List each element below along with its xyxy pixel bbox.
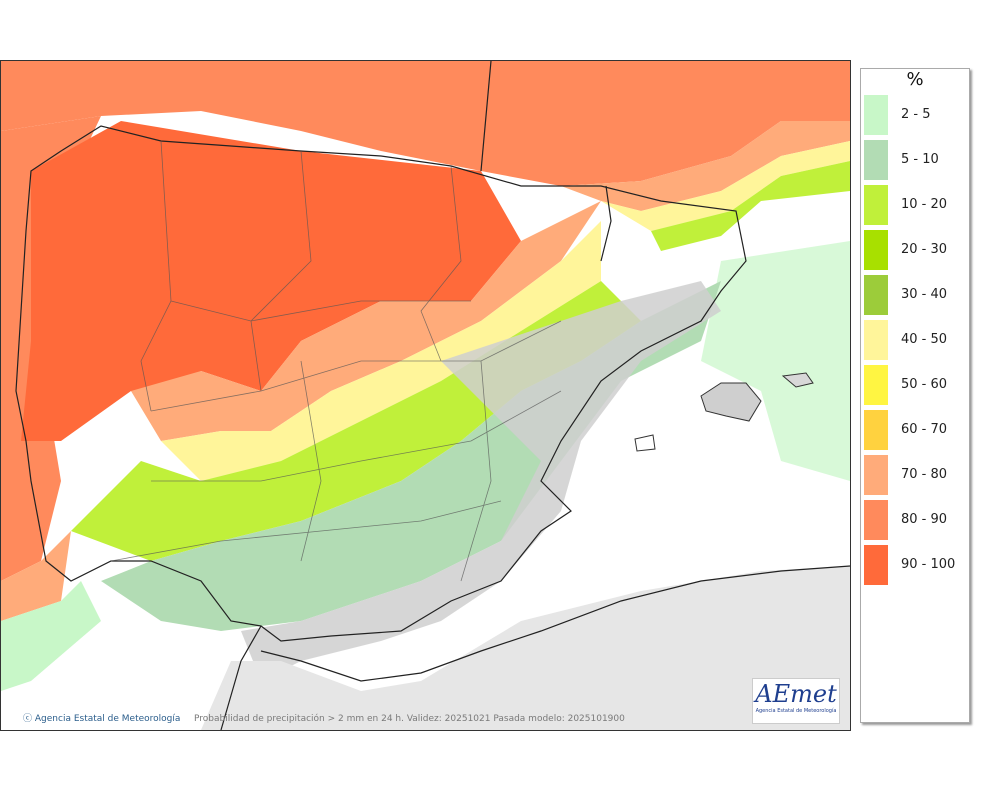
menorca-shape <box>781 372 814 388</box>
legend-item: 50 - 60 <box>864 365 968 405</box>
legend-swatch <box>864 275 888 315</box>
legend: % 2 - 5 5 - 10 10 - 20 20 - 30 30 - 40 40 - 5… <box>860 68 970 723</box>
legend-unit: % <box>906 69 924 90</box>
precipitation-map: ⓒ Agencia Estatal de Meteorología Probab… <box>0 60 851 731</box>
legend-swatch <box>864 500 888 540</box>
legend-item: 90 - 100 <box>864 545 968 585</box>
legend-label: 70 - 80 <box>901 467 948 482</box>
legend-item: 30 - 40 <box>864 275 968 315</box>
legend-label: 60 - 70 <box>901 422 948 437</box>
legend-swatch <box>864 365 888 405</box>
legend-swatch <box>864 230 888 270</box>
legend-item: 20 - 30 <box>864 230 968 270</box>
legend-swatch <box>864 185 888 225</box>
legend-swatch <box>864 410 888 450</box>
agency-credit-text: Agencia Estatal de Meteorología <box>34 714 181 724</box>
legend-swatch <box>864 545 888 585</box>
legend-item: 80 - 90 <box>864 500 968 540</box>
france-region <box>1 61 850 186</box>
region-borders <box>110 140 562 582</box>
legend-label: 40 - 50 <box>901 332 948 347</box>
legend-item: 40 - 50 <box>864 320 968 360</box>
map-canvas <box>1 61 850 730</box>
legend-label: 90 - 100 <box>901 557 956 572</box>
legend-label: 5 - 10 <box>901 152 939 167</box>
agency-credit: ⓒ Agencia Estatal de Meteorología <box>23 711 180 724</box>
legend-label: 30 - 40 <box>901 287 948 302</box>
coastline <box>15 61 850 730</box>
legend-swatch <box>864 95 888 135</box>
aemet-logo: AEmet Agencia Estatal de Meteorología <box>752 678 840 724</box>
legend-label: 50 - 60 <box>901 377 948 392</box>
legend-item: 2 - 5 <box>864 95 968 135</box>
legend-label: 80 - 90 <box>901 512 948 527</box>
legend-item: 5 - 10 <box>864 140 968 180</box>
logo-subtitle: Agencia Estatal de Meteorología <box>755 708 837 714</box>
legend-label: 20 - 30 <box>901 242 948 257</box>
legend-item: 10 - 20 <box>864 185 968 225</box>
legend-swatch <box>864 320 888 360</box>
legend-swatch <box>864 140 888 180</box>
legend-item: 60 - 70 <box>864 410 968 450</box>
legend-item: 70 - 80 <box>864 455 968 495</box>
legend-swatch <box>864 455 888 495</box>
logo-wordmark: AEmet <box>755 680 837 708</box>
copyright-icon: ⓒ <box>23 714 33 724</box>
ibiza-shape <box>634 434 656 452</box>
mallorca-shape <box>700 382 762 422</box>
legend-label: 10 - 20 <box>901 197 948 212</box>
legend-label: 2 - 5 <box>901 107 931 122</box>
map-caption: Probabilidad de precipitación > 2 mm en … <box>194 714 625 724</box>
